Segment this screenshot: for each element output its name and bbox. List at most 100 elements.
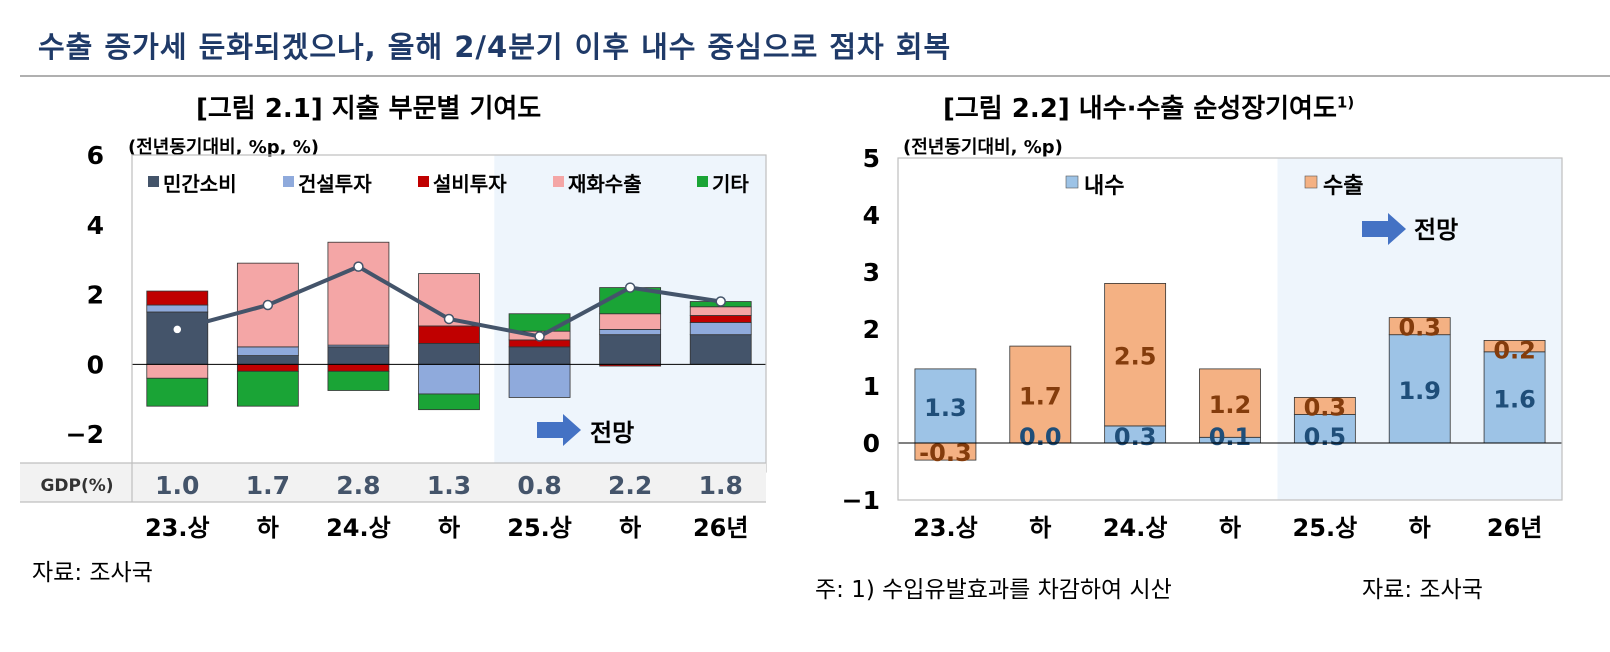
gdp-table-value: 2.8 — [336, 471, 380, 500]
x-tick-label: 24.상 — [326, 514, 391, 542]
data-label-수출: 0.3 — [1398, 314, 1441, 342]
data-label-수출: 2.5 — [1114, 343, 1157, 371]
data-label-수출: 1.2 — [1209, 391, 1252, 419]
bar-segment-설비투자 — [146, 290, 209, 306]
legend-swatch-설비투자 — [418, 176, 429, 187]
data-label-수출: 0.3 — [1304, 393, 1347, 421]
gdp-point — [172, 324, 183, 335]
bar-segment-기타 — [418, 393, 480, 411]
y-tick-label: −1 — [842, 486, 880, 515]
bar-segment-수출 — [1104, 282, 1167, 427]
legend-swatch-재화수출 — [553, 176, 564, 187]
legend-swatch-민간소비 — [148, 176, 159, 187]
bar-segment-기타 — [327, 370, 390, 391]
y-tick-label: 5 — [863, 144, 880, 173]
figure2-unit: (전년동기대비, %p) — [903, 137, 1063, 158]
legend-label-재화수출: 재화수출 — [568, 172, 642, 196]
data-label-수출: 0.2 — [1493, 336, 1536, 364]
gdp-point — [262, 299, 274, 311]
gdp-point — [715, 296, 726, 307]
legend-label-설비투자: 설비투자 — [433, 172, 507, 196]
bar-segment-내수 — [1483, 351, 1546, 444]
bar-segment-수출 — [1009, 345, 1072, 444]
legend-label-수출: 수출 — [1323, 174, 1363, 199]
bar-segment-민간소비 — [146, 311, 209, 365]
legend-swatch-건설투자 — [283, 176, 294, 187]
gdp-table-value: 0.8 — [517, 471, 561, 500]
gdp-point — [353, 261, 364, 272]
x-tick-label: 25.상 — [507, 514, 572, 542]
gdp-table-value: 1.0 — [155, 471, 199, 500]
y-tick-label: 6 — [87, 141, 104, 170]
y-tick-label: 4 — [87, 211, 104, 240]
bar-segment-건설투자 — [508, 363, 571, 398]
x-tick-label: 26년 — [1487, 514, 1542, 542]
figure2-source: 자료: 조사국 — [1362, 577, 1483, 603]
y-tick-label: 3 — [863, 258, 880, 287]
data-label-내수: 0.1 — [1209, 423, 1252, 451]
headline-rule — [20, 75, 1610, 77]
x-tick-label: 23.상 — [145, 514, 210, 542]
x-tick-label: 25.상 — [1293, 514, 1358, 542]
x-tick-label: 24.상 — [1103, 514, 1168, 542]
x-tick-label: 하 — [257, 514, 279, 542]
gdp-table-row — [20, 463, 766, 502]
bar-segment-수출 — [1483, 339, 1546, 353]
y-tick-label: 1 — [863, 372, 880, 401]
x-tick-label: 하 — [1409, 514, 1431, 542]
bar-segment-수출 — [1293, 396, 1356, 415]
x-tick-label: 하 — [1029, 514, 1051, 542]
gdp-table-value: 1.7 — [246, 471, 290, 500]
data-label-내수: 1.3 — [924, 394, 967, 422]
bar-segment-민간소비 — [689, 334, 752, 365]
legend-label-내수: 내수 — [1084, 174, 1124, 199]
forecast-label: 전망 — [590, 419, 634, 447]
gdp-point — [534, 331, 545, 342]
x-tick-label: 하 — [619, 514, 641, 542]
bar-segment-기타 — [146, 377, 209, 407]
x-tick-label: 하 — [1219, 514, 1241, 542]
data-label-내수: 0.3 — [1114, 423, 1157, 451]
data-label-내수: 1.9 — [1398, 377, 1441, 405]
legend-swatch-수출 — [1304, 175, 1318, 189]
legend-swatch-내수 — [1065, 175, 1079, 189]
figure2-note: 주: 1) 수입유발효과를 차감하여 시산 — [815, 577, 1172, 603]
bar-segment-수출 — [1388, 317, 1451, 336]
data-label-수출: 1.7 — [1019, 383, 1062, 411]
figure1-source: 자료: 조사국 — [32, 560, 153, 586]
bar-segment-기타 — [236, 370, 299, 407]
x-tick-label: 하 — [438, 514, 460, 542]
data-label-내수: 0.5 — [1304, 423, 1347, 451]
legend-label-건설투자: 건설투자 — [298, 172, 372, 196]
bar-segment-내수 — [914, 368, 977, 444]
legend-label-민간소비: 민간소비 — [163, 172, 237, 196]
gdp-table-value: 1.3 — [427, 471, 471, 500]
gdp-point — [443, 313, 455, 325]
x-tick-label: 23.상 — [913, 514, 978, 542]
data-label-내수: 0.0 — [1019, 423, 1062, 451]
bar-segment-재화수출 — [327, 241, 390, 346]
y-tick-label: 2 — [863, 315, 880, 344]
figure1-title: [그림 2.1] 지출 부문별 기여도 — [196, 94, 542, 124]
y-tick-label: 4 — [863, 201, 880, 230]
bar-segment-수출 — [1199, 368, 1261, 438]
gdp-table-value: 1.8 — [699, 471, 743, 500]
plot-frame — [897, 157, 1563, 501]
forecast-arrow-icon — [537, 414, 581, 446]
figure1-unit: (전년동기대비, %p, %) — [128, 137, 319, 158]
gdp-point — [624, 282, 636, 293]
gdp-table-value: 2.2 — [608, 471, 652, 500]
figure2-title-footnote-mark: 1) — [1336, 93, 1355, 112]
y-tick-label: −2 — [66, 420, 104, 449]
x-tick-label: 26년 — [693, 514, 748, 542]
legend-swatch-기타 — [697, 176, 708, 187]
y-tick-label: 2 — [87, 281, 104, 310]
data-label-내수: 1.6 — [1493, 385, 1536, 413]
figure2-title: [그림 2.2] 내수·수출 순성장기여도1) — [943, 88, 1354, 125]
gdp-table-label: GDP(%) — [40, 476, 113, 496]
y-tick-label: 0 — [863, 429, 880, 458]
headline: 수출 증가세 둔화되겠으나, 올해 2/4분기 이후 내수 중심으로 점차 회복 — [38, 30, 952, 64]
forecast-label: 전망 — [1414, 216, 1458, 244]
